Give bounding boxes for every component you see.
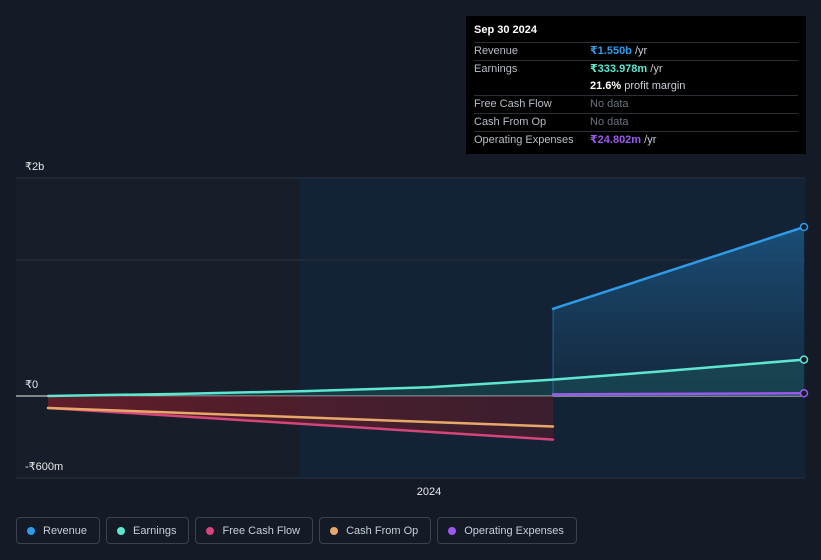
tooltip-row: Earnings ₹333.978m /yr (474, 60, 798, 78)
y-tick-label: ₹2b (25, 161, 44, 173)
legend-dot-icon (117, 526, 126, 535)
legend-dot-icon (206, 526, 215, 535)
tooltip-panel: Sep 30 2024 Revenue ₹1.550b /yr Earnings ₹3… (466, 16, 806, 154)
revenue-end-marker (799, 222, 809, 232)
legend-item[interactable]: Operating Expenses (437, 517, 577, 544)
revenue-line (551, 225, 806, 311)
tooltip-row: Cash From Op No data (474, 113, 798, 131)
tooltip-row-value: ₹333.978m /yr (590, 63, 663, 75)
tooltip-row-label: Earnings (474, 63, 518, 75)
tooltip-row-value: 21.6% profit margin (590, 80, 686, 92)
x-tick-label: 2024 (417, 486, 441, 498)
legend-item[interactable]: Revenue (16, 517, 101, 544)
legend-dot-icon (448, 526, 457, 535)
tooltip-row-label: Cash From Op (474, 116, 547, 128)
tooltip-row-label: Operating Expenses (474, 134, 574, 146)
legend-label: Free Cash Flow (222, 524, 301, 537)
legend-label: Revenue (43, 524, 88, 537)
legend: Revenue Earnings Free Cash Flow Cash From O… (16, 517, 577, 544)
tooltip-row-label: Revenue (474, 45, 519, 57)
past-background (16, 178, 300, 478)
earnings-line (46, 358, 806, 398)
legend-dot-icon (27, 526, 35, 535)
tooltip-row-label (474, 78, 590, 95)
tooltip-row-value: ₹1.550b /yr (590, 45, 648, 57)
earnings-end-marker (799, 355, 809, 364)
y-tick-label: ₹0 (25, 379, 38, 391)
tooltip-row-value: No data (590, 116, 629, 128)
tooltip-row-value: ₹24.802m /yr (590, 134, 657, 146)
legend-item[interactable]: Cash From Op (319, 517, 432, 544)
tooltip-row: 21.6% profit margin (474, 78, 798, 95)
tooltip-date: Sep 30 2024 (474, 24, 537, 36)
tooltip-row-label: Free Cash Flow (474, 98, 552, 110)
tooltip-row: Operating Expenses ₹24.802m /yr (474, 131, 798, 149)
revenue-area (553, 227, 804, 396)
tooltip-row: Free Cash Flow No data (474, 95, 798, 113)
legend-item[interactable]: Earnings (106, 517, 190, 544)
cash-from-op-line (46, 406, 555, 428)
tooltip-row-value: No data (590, 98, 629, 110)
operating-expenses-end-marker (799, 389, 809, 398)
legend-label: Cash From Op (346, 524, 419, 537)
legend-dot-icon (330, 526, 339, 535)
free-cash-flow-line (46, 406, 555, 441)
operating-expenses-line (551, 392, 806, 396)
legend-item[interactable]: Free Cash Flow (195, 517, 314, 544)
y-tick-label: -₹600m (25, 461, 63, 473)
legend-label: Operating Expenses (464, 524, 564, 537)
tooltip-row: Revenue ₹1.550b /yr (474, 42, 798, 60)
earnings-area (48, 359, 804, 396)
legend-label: Earnings (133, 524, 177, 537)
